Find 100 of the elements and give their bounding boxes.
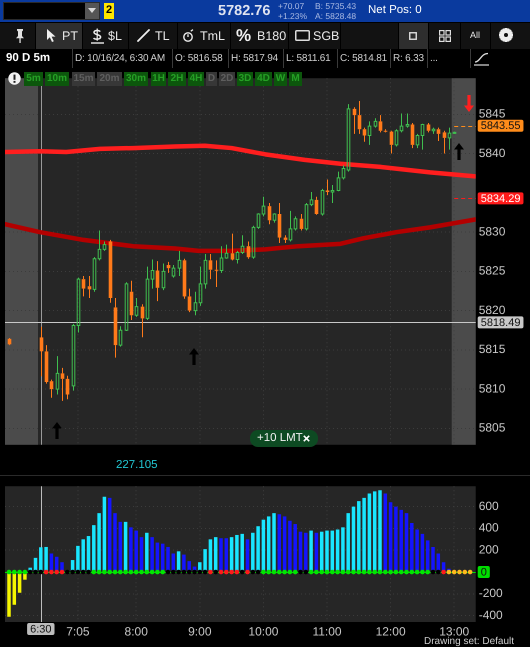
y-tick-label: 5815	[478, 342, 506, 356]
candlestick	[368, 120, 372, 146]
annotation: 4D	[255, 72, 272, 86]
annotation: 2H	[168, 72, 186, 86]
text: PT	[62, 29, 78, 43]
text: +1.23%	[278, 11, 308, 21]
candlestick	[352, 106, 356, 134]
y-tick-label: 5810	[478, 381, 506, 396]
text: H: 5817.94	[231, 53, 278, 64]
annotation: 3D	[237, 72, 253, 86]
candlestick	[268, 202, 272, 225]
candlestick	[8, 338, 12, 346]
text: 2	[106, 4, 112, 16]
candlestick	[108, 239, 112, 304]
text: D: 10/16/24, 6:30 AM	[75, 53, 165, 64]
candlestick	[88, 276, 92, 299]
candlestick	[442, 130, 446, 154]
text: +70.07	[278, 1, 304, 11]
text: %	[236, 26, 252, 45]
y-tick-label: 5825	[478, 264, 506, 278]
candlestick	[278, 202, 282, 244]
ref-line-label: 6:30	[30, 624, 52, 636]
text: 227.105	[116, 459, 158, 472]
candlestick	[214, 260, 218, 288]
candlestick	[166, 261, 170, 274]
annotation: 30m	[124, 72, 148, 86]
text: Drawing set: Default	[424, 636, 514, 647]
candlestick	[230, 233, 234, 261]
y-tick-label: 5830	[478, 224, 506, 238]
text: 5782.76	[218, 3, 270, 19]
ref-line-label: 5834.29	[480, 192, 520, 205]
x-tick-label: 12:00	[376, 624, 406, 639]
candlestick	[362, 127, 366, 142]
text: TmL	[200, 29, 225, 43]
y-tick-label: 400	[478, 520, 500, 535]
y-tick-label: 5845	[478, 106, 506, 121]
candlestick	[156, 260, 160, 302]
candlestick	[140, 304, 144, 338]
candlestick	[284, 234, 288, 244]
ref-line-label: 0	[480, 566, 487, 579]
x-tick-label: 9:00	[188, 624, 212, 639]
ref-line-label: 5818.49	[480, 316, 520, 329]
candlestick	[330, 184, 334, 204]
candlestick	[410, 122, 414, 149]
y-tick-label: 200	[478, 542, 500, 557]
candlestick	[40, 326, 44, 377]
candlestick	[182, 258, 186, 300]
candlestick	[246, 240, 250, 260]
text: L: 5811.61	[286, 53, 331, 64]
text: R: 6.33	[393, 53, 424, 64]
y-tick-label: -400	[478, 608, 504, 622]
annotation: 4H	[188, 72, 204, 86]
candlestick	[426, 122, 430, 133]
candlestick	[390, 130, 394, 154]
candlestick	[326, 178, 330, 196]
chart-title: 90 D 5m	[6, 52, 50, 64]
candlestick	[130, 280, 134, 320]
annotation: W	[274, 72, 287, 86]
text: All	[470, 30, 480, 40]
annotation: +10 LMT	[257, 432, 303, 444]
y-tick-label: 5820	[478, 302, 506, 317]
text: C: 5814.81	[340, 53, 387, 64]
y-tick-label: -200	[478, 586, 504, 600]
text: SGB	[313, 29, 340, 43]
candlestick	[358, 100, 362, 134]
candlestick	[66, 375, 70, 400]
y-tick-label: 600	[478, 498, 500, 513]
candlestick	[162, 262, 166, 291]
candlestick	[82, 276, 86, 297]
candlestick	[188, 288, 192, 313]
candlestick	[436, 127, 440, 142]
x-tick-label: 8:00	[124, 624, 148, 639]
x-tick-label: 10:00	[248, 624, 279, 639]
candlestick	[208, 254, 212, 280]
text: B180	[257, 29, 286, 43]
candlestick	[134, 298, 138, 318]
candlestick	[406, 113, 410, 128]
candlestick	[60, 367, 64, 402]
candlestick	[114, 298, 118, 358]
text: O: 5816.58	[175, 53, 222, 64]
annotation: M	[289, 72, 302, 86]
candlestick	[300, 214, 304, 231]
x-tick-label: 7:05	[66, 624, 90, 639]
text: A: 5828.48	[315, 11, 356, 21]
candlestick	[56, 356, 60, 396]
annotation: 10m	[45, 72, 69, 86]
y-tick-label: 5840	[478, 146, 506, 160]
candlestick	[384, 128, 388, 133]
text: TL	[155, 29, 170, 43]
ref-line-label: 5843.55	[480, 120, 520, 132]
candlestick	[378, 114, 382, 133]
x-tick-label: 11:00	[312, 624, 342, 639]
annotation: 1H	[151, 72, 166, 86]
text: Net Pos: 0	[368, 4, 422, 16]
candlestick	[314, 196, 318, 216]
candlestick	[178, 250, 182, 277]
annotation: 5m	[24, 72, 43, 86]
text: B: 5735.43	[315, 1, 356, 11]
y-tick-label: 5805	[478, 420, 506, 435]
text: $L	[108, 29, 122, 43]
